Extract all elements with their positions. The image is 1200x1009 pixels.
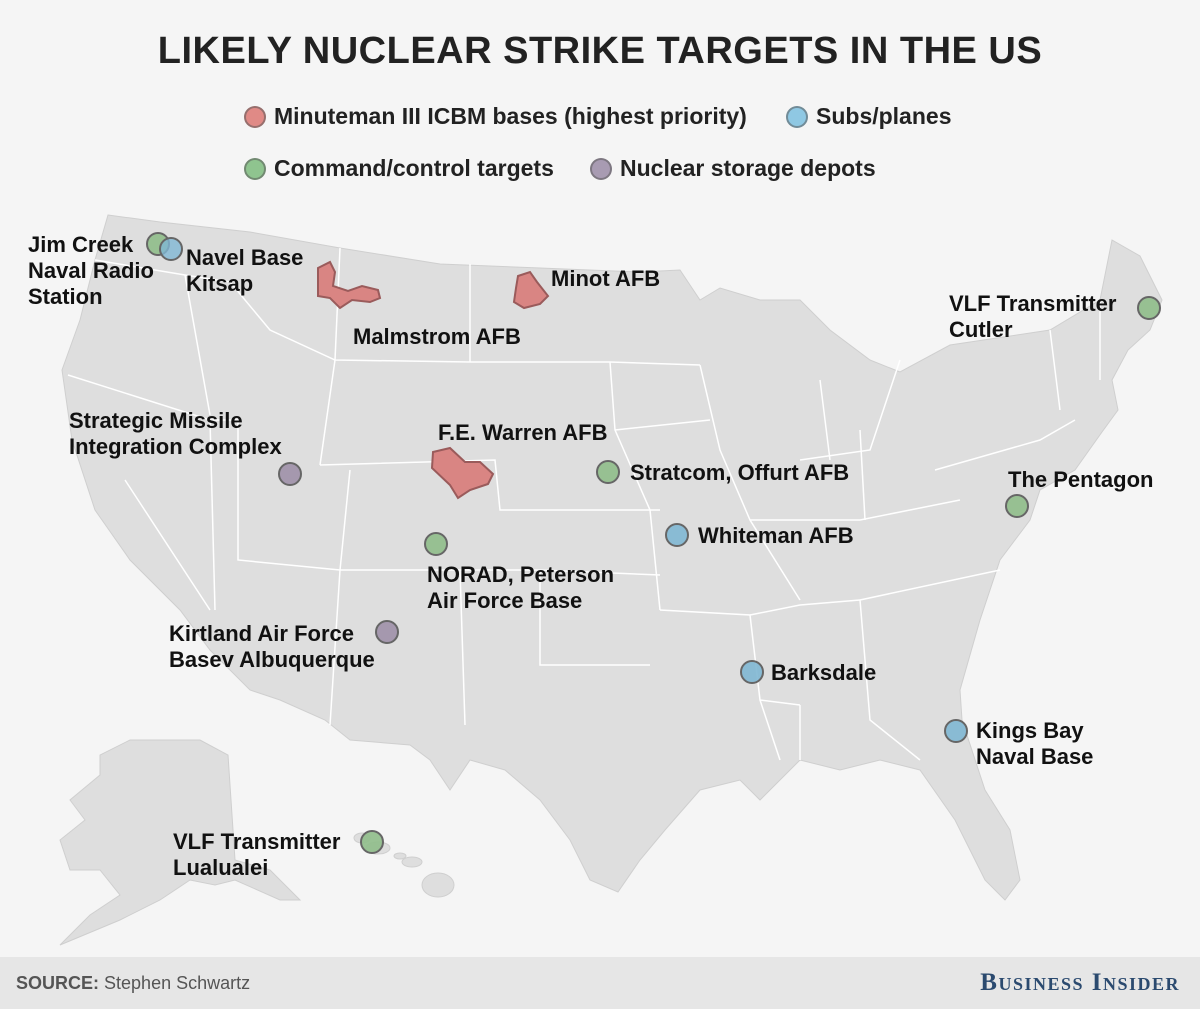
legend-swatch-subs <box>786 105 808 128</box>
source-credit: SOURCE: Stephen Schwartz <box>16 973 250 994</box>
page-title: LIKELY NUCLEAR STRIKE TARGETS IN THE US <box>157 30 1043 72</box>
warren-icbm-region <box>430 446 495 500</box>
label-line: Integration Complex <box>69 434 282 459</box>
kirtland-marker[interactable] <box>375 620 399 644</box>
brand-logo: Business Insider <box>980 969 1180 996</box>
label-line: The Pentagon <box>1008 467 1154 492</box>
label-line: Cutler <box>949 317 1013 342</box>
label-line: Strategic Missile <box>69 408 243 433</box>
label-line: Kirtland Air Force <box>169 621 354 646</box>
label-line: Whiteman AFB <box>698 523 854 548</box>
label-line: VLF Transmitter <box>949 291 1117 316</box>
whiteman-label: Whiteman AFB <box>698 523 854 549</box>
legend-label-icbm: Minuteman III ICBM bases (highest priori… <box>274 103 747 129</box>
contiguous-us-shape <box>61 214 1163 901</box>
label-line: Lualualei <box>173 855 269 880</box>
kitsap-marker[interactable] <box>159 237 183 261</box>
pentagon-label: The Pentagon <box>1008 467 1153 493</box>
smic-label: Strategic Missile Integration Complex <box>69 408 282 460</box>
whiteman-marker[interactable] <box>665 523 689 547</box>
kirtland-label: Kirtland Air Force Basev Albuquerque <box>169 621 375 673</box>
pentagon-marker[interactable] <box>1005 494 1029 518</box>
legend-label-subs: Subs/planes <box>816 103 952 129</box>
label-line: Naval Radio <box>28 258 154 283</box>
malmstrom-label: Malmstrom AFB <box>353 324 521 350</box>
legend-swatch-icbm <box>244 105 266 128</box>
label-line: Navel Base <box>186 245 304 270</box>
label-line: Minot AFB <box>551 266 661 291</box>
smic-marker[interactable] <box>278 462 302 486</box>
label-line: Air Force Base <box>427 588 583 613</box>
us-map <box>59 214 1163 946</box>
legend-item-storage: Nuclear storage depots <box>590 155 876 182</box>
kings-bay-marker[interactable] <box>944 719 968 743</box>
label-line: Kings Bay <box>976 718 1084 743</box>
norad-marker[interactable] <box>424 532 448 556</box>
label-line: Malmstrom AFB <box>353 324 521 349</box>
minot-label: Minot AFB <box>551 266 660 292</box>
cutler-marker[interactable] <box>1137 296 1161 320</box>
legend-label-command: Command/control targets <box>274 155 554 181</box>
label-line: Jim Creek <box>28 232 134 257</box>
alaska-shape <box>59 739 302 946</box>
label-line: Naval Base <box>976 744 1094 769</box>
label-line: Kitsap <box>186 271 254 296</box>
label-line: F.E. Warren AFB <box>438 420 608 445</box>
source-label: SOURCE: <box>16 973 100 993</box>
source-text: Stephen Schwartz <box>104 973 251 993</box>
cutler-label: VLF Transmitter Cutler <box>949 291 1116 343</box>
label-line: Stratcom, Offurt AFB <box>630 460 850 485</box>
barksdale-label: Barksdale <box>771 660 876 686</box>
state-borders <box>67 247 1101 761</box>
legend-swatch-command <box>244 157 266 180</box>
kitsap-label: Navel Base Kitsap <box>186 245 303 297</box>
legend-item-command: Command/control targets <box>244 155 554 182</box>
label-line: Basev Albuquerque <box>169 647 375 672</box>
footer: SOURCE: Stephen Schwartz Business Inside… <box>0 957 1200 1009</box>
legend-item-subs: Subs/planes <box>786 103 951 130</box>
kings-bay-label: Kings Bay Naval Base <box>976 718 1093 770</box>
malmstrom-icbm-region <box>317 260 382 310</box>
warren-label: F.E. Warren AFB <box>438 420 608 446</box>
legend-item-icbm: Minuteman III ICBM bases (highest priori… <box>244 103 747 130</box>
minot-icbm-region <box>512 270 550 310</box>
stratcom-label: Stratcom, Offurt AFB <box>630 460 849 486</box>
stratcom-marker[interactable] <box>596 460 620 484</box>
label-line: Station <box>28 284 103 309</box>
site-markers <box>146 232 1161 854</box>
lualualei-marker[interactable] <box>360 830 384 854</box>
label-line: VLF Transmitter <box>173 829 341 854</box>
legend-label-storage: Nuclear storage depots <box>620 155 876 181</box>
legend-swatch-storage <box>590 157 612 180</box>
label-line: NORAD, Peterson <box>427 562 615 587</box>
norad-label: NORAD, Peterson Air Force Base <box>427 562 614 614</box>
jim-creek-label: Jim Creek Naval Radio Station <box>28 232 154 310</box>
label-line: Barksdale <box>771 660 877 685</box>
lualualei-label: VLF Transmitter Lualualei <box>173 829 340 881</box>
barksdale-marker[interactable] <box>740 660 764 684</box>
